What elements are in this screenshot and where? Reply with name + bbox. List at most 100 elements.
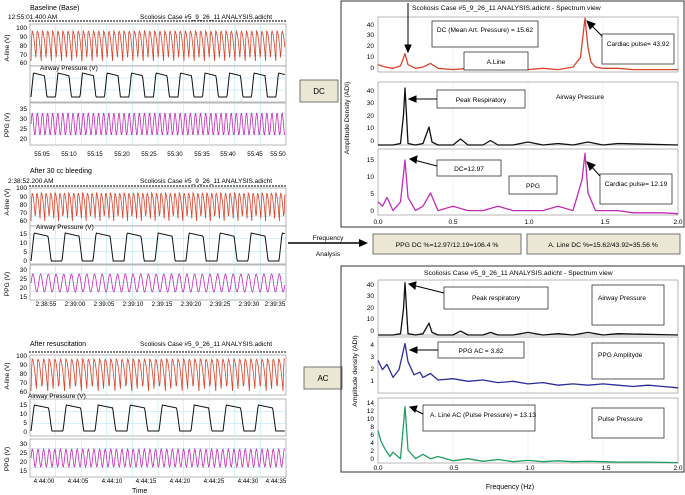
bleeding-event-marker	[149, 185, 151, 187]
ppg-amp-box	[591, 342, 665, 380]
resuscitation-aline-tick: 80	[20, 371, 28, 378]
bleeding-aline-tick: 80	[20, 202, 28, 209]
cardiac2-note: Cardiac pulse= 12.19	[605, 181, 668, 188]
bleeding-timestamp: 2:38:52.200 AM	[8, 178, 54, 185]
resuscitation-event-marker	[77, 351, 79, 353]
bleeding-event-marker	[194, 185, 196, 187]
baseline-event-marker	[212, 20, 214, 22]
bleeding-event-marker	[101, 185, 103, 187]
aline-ac-note: A. Line AC (Pulse Pressure) = 13.13	[430, 412, 536, 419]
bleeding-event-marker	[227, 185, 229, 187]
dc-box-label: DC	[313, 87, 325, 96]
resuscitation-event-marker	[35, 351, 37, 353]
resuscitation-event-marker	[119, 351, 121, 353]
bleeding-event-marker	[140, 185, 142, 187]
baseline-event-marker	[107, 20, 109, 22]
bleeding-event-marker	[263, 185, 265, 187]
baseline-event-marker	[131, 20, 133, 22]
dc-airway-series	[378, 87, 679, 146]
bleeding-event-marker	[182, 185, 184, 187]
bleeding-event-marker	[35, 185, 37, 187]
resuscitation-event-marker	[266, 351, 268, 353]
ac-ppg-tick: 4	[370, 342, 374, 349]
baseline-event-marker	[68, 20, 70, 22]
resuscitation-ppg-tick: 20	[20, 459, 28, 466]
arrowhead-icon	[408, 405, 418, 413]
dc-airway-tick: 0	[370, 138, 374, 145]
arrowhead-icon	[404, 44, 412, 54]
resuscitation-event-marker	[218, 351, 220, 353]
bleeding-event-marker	[125, 185, 127, 187]
resuscitation-aline-tick: 90	[20, 362, 28, 369]
resuscitation-event-marker	[212, 351, 214, 353]
bleeding-event-marker	[197, 185, 199, 187]
resuscitation-event-marker	[134, 351, 136, 353]
baseline-event-marker	[263, 20, 265, 22]
baseline-event-marker	[230, 20, 232, 22]
ac-aline-tick: 8	[370, 424, 374, 431]
bleeding-event-marker	[32, 185, 34, 187]
resuscitation-event-marker	[209, 351, 211, 353]
baseline-event-marker	[98, 20, 100, 22]
baseline-event-marker	[50, 20, 52, 22]
resuscitation-event-marker	[104, 351, 106, 353]
arrowhead-icon	[407, 281, 417, 290]
resuscitation-time-tick: 4:44:05	[68, 478, 89, 485]
baseline-event-marker	[104, 20, 106, 22]
bleeding-event-marker	[155, 185, 157, 187]
baseline-event-marker	[194, 20, 196, 22]
bleeding-airway-trace	[30, 232, 285, 262]
resuscitation-title: After resuscitation	[30, 341, 86, 348]
ac-ppg-tick: 3	[370, 354, 374, 361]
bleeding-event-marker	[170, 185, 172, 187]
resuscitation-event-marker	[191, 351, 193, 353]
resuscitation-event-marker	[233, 351, 235, 353]
resuscitation-event-marker	[161, 351, 163, 353]
bleeding-event-marker	[107, 185, 109, 187]
resuscitation-airway-trace	[30, 404, 285, 432]
bleeding-time-tick: 2:39:05	[94, 301, 115, 308]
bleeding-event-marker	[119, 185, 121, 187]
resuscitation-event-marker	[122, 351, 124, 353]
resuscitation-event-marker	[200, 351, 202, 353]
baseline-event-marker	[86, 20, 88, 22]
resuscitation-event-marker	[194, 351, 196, 353]
resuscitation-event-marker	[83, 351, 85, 353]
baseline-event-marker	[179, 20, 181, 22]
bleeding-ppg-tick: 20	[20, 285, 28, 292]
ac-airway-tick: 20	[367, 305, 375, 312]
resuscitation-event-marker	[86, 351, 88, 353]
bleeding-time-tick: 2:39:20	[181, 301, 202, 308]
resuscitation-ppg-tick: 25	[20, 450, 28, 457]
baseline-event-marker	[233, 20, 235, 22]
ac-xtick: 0.0	[373, 465, 382, 472]
resuscitation-event-marker	[155, 351, 157, 353]
bleeding-event-marker	[122, 185, 124, 187]
baseline-timestamp: 12:55:01.400 AM	[8, 14, 57, 21]
resuscitation-airway-tick: 15	[20, 402, 28, 409]
resuscitation-event-marker	[101, 351, 103, 353]
baseline-time-tick: 55:25	[141, 151, 157, 158]
bleeding-event-marker	[86, 185, 88, 187]
airway-pressure-note: Airway Pressure	[556, 94, 604, 101]
resuscitation-aline-trace	[30, 357, 286, 392]
baseline-event-marker	[74, 20, 76, 22]
baseline-aline-tick: 90	[20, 34, 28, 41]
resuscitation-event-marker	[164, 351, 166, 353]
dc-aline-tick: 40	[367, 22, 375, 29]
bleeding-event-marker	[191, 185, 193, 187]
bleeding-event-marker	[164, 185, 166, 187]
baseline-event-marker	[239, 20, 241, 22]
bleeding-event-marker	[74, 185, 76, 187]
aline-note: A.Line	[487, 59, 506, 66]
bleeding-aline-tick: 90	[20, 194, 28, 201]
bleeding-event-marker	[254, 185, 256, 187]
time-domain-traces	[29, 20, 287, 478]
baseline-time-tick: 55:30	[167, 151, 183, 158]
resuscitation-event-marker	[59, 351, 61, 353]
dc-spectrum-panel	[340, 0, 685, 228]
baseline-event-marker	[278, 20, 280, 22]
resuscitation-event-marker	[167, 351, 169, 353]
bleeding-event-marker	[173, 185, 175, 187]
baseline-event-marker	[272, 20, 274, 22]
